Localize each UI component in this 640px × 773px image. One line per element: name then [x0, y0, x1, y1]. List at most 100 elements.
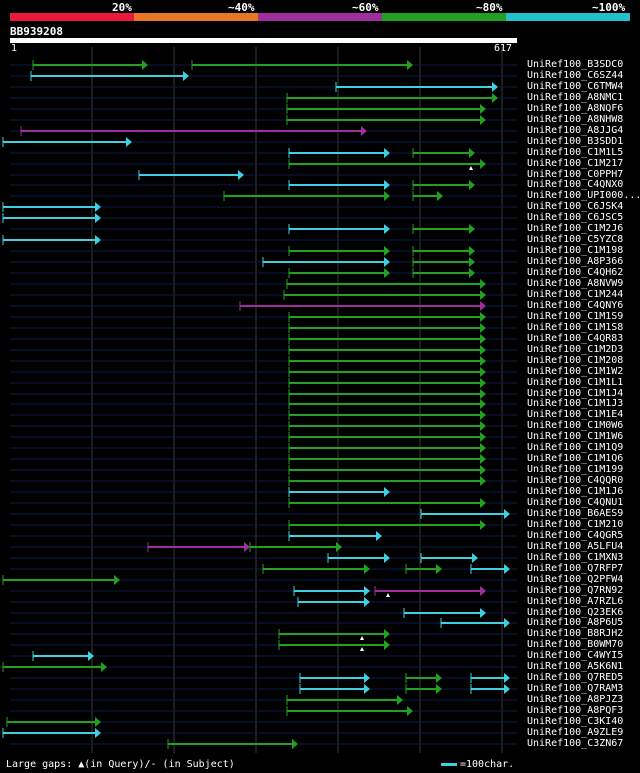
hsp-segment[interactable] [286, 695, 403, 705]
hsp-segment[interactable] [278, 629, 390, 639]
hsp-segment[interactable] [288, 410, 486, 420]
hit-label[interactable]: UniRef100_A8PJZ3 [527, 694, 624, 705]
hsp-segment[interactable] [249, 542, 342, 552]
hit-label[interactable]: UniRef100_C1M198 [527, 245, 624, 256]
hsp-segment[interactable] [2, 662, 107, 672]
hit-label[interactable]: UniRef100_C1M208 [527, 355, 624, 366]
hit-label[interactable]: UniRef100_A8NQF6 [527, 103, 624, 114]
hsp-segment[interactable] [335, 82, 498, 92]
hit-label[interactable]: UniRef100_A8PQF3 [527, 705, 624, 716]
hit-label[interactable]: UniRef100_C5YZC8 [527, 234, 624, 245]
hsp-segment[interactable] [288, 345, 486, 355]
hsp-segment[interactable] [2, 728, 101, 738]
hsp-segment[interactable] [286, 706, 413, 716]
hit-label[interactable]: UniRef100_A9ZLE9 [527, 727, 624, 738]
hit-label[interactable]: UniRef100_Q7RN92 [527, 585, 624, 596]
hit-label[interactable]: UniRef100_C4QNX0 [527, 179, 624, 190]
hit-label[interactable]: UniRef100_C1M1W6 [527, 431, 624, 442]
hsp-segment[interactable] [405, 684, 442, 694]
hit-label[interactable]: UniRef100_C1M2J6 [527, 223, 624, 234]
hit-label[interactable]: UniRef100_C1M2D3 [527, 344, 624, 355]
hit-label[interactable]: UniRef100_C1M1L1 [527, 377, 624, 388]
hit-label[interactable]: UniRef100_B3SDC0 [527, 59, 624, 70]
hsp-segment[interactable] [327, 553, 390, 563]
hit-label[interactable]: UniRef100_C0PPH7 [527, 169, 624, 180]
hit-label[interactable]: UniRef100_C4QH62 [527, 267, 624, 278]
hsp-segment[interactable] [288, 531, 382, 541]
hsp-segment[interactable] [262, 257, 390, 267]
hsp-segment[interactable] [288, 159, 486, 169]
hit-label[interactable]: UniRef100_A5LFU4 [527, 541, 624, 552]
hit-label[interactable]: UniRef100_C4QNU1 [527, 497, 624, 508]
hsp-segment[interactable] [405, 673, 442, 683]
hit-label[interactable]: UniRef100_C1M1Q9 [527, 442, 624, 453]
hsp-segment[interactable] [412, 224, 475, 234]
hit-label[interactable]: UniRef100_C4QNY6 [527, 300, 624, 311]
hsp-segment[interactable] [288, 356, 486, 366]
hsp-segment[interactable] [288, 432, 486, 442]
hsp-segment[interactable] [288, 246, 390, 256]
hit-label[interactable]: UniRef100_A8P6U5 [527, 617, 624, 628]
hsp-segment[interactable] [403, 608, 486, 618]
hsp-segment[interactable] [412, 268, 475, 278]
hsp-segment[interactable] [420, 553, 478, 563]
hit-label[interactable]: UniRef100_Q23EK6 [527, 607, 624, 618]
hit-label[interactable]: UniRef100_C3KI40 [527, 716, 624, 727]
hsp-segment[interactable] [288, 399, 486, 409]
hsp-segment[interactable] [286, 279, 486, 289]
hit-label[interactable]: UniRef100_Q7RAM3 [527, 683, 624, 694]
hit-label[interactable]: UniRef100_A8NMC1 [527, 92, 624, 103]
hit-label[interactable]: UniRef100_C4QGR5 [527, 530, 624, 541]
hsp-segment[interactable] [470, 564, 510, 574]
hit-label[interactable]: UniRef100_C6JSK4 [527, 201, 624, 212]
hsp-segment[interactable] [420, 509, 510, 519]
hit-label[interactable]: UniRef100_C1M1S8 [527, 322, 624, 333]
hsp-segment[interactable] [288, 334, 486, 344]
hit-label[interactable]: UniRef100_C6TMW4 [527, 81, 624, 92]
hit-label[interactable]: UniRef100_C4QR83 [527, 333, 624, 344]
hit-label[interactable]: UniRef100_C6SZ44 [527, 70, 624, 81]
hsp-segment[interactable] [2, 202, 101, 212]
hit-label[interactable]: UniRef100_Q7RED5 [527, 672, 624, 683]
hit-label[interactable]: UniRef100_A8NHW8 [527, 114, 624, 125]
hit-label[interactable]: UniRef100_C1M1Q6 [527, 453, 624, 464]
hsp-segment[interactable] [288, 323, 486, 333]
hit-label[interactable]: UniRef100_B6AES9 [527, 508, 624, 519]
hsp-segment[interactable] [288, 389, 486, 399]
hit-label[interactable]: UniRef100_C6JSC5 [527, 212, 624, 223]
hsp-segment[interactable] [374, 586, 486, 596]
hsp-segment[interactable] [288, 476, 486, 486]
hsp-segment[interactable] [239, 301, 486, 311]
hsp-segment[interactable] [440, 618, 510, 628]
hsp-segment[interactable] [6, 717, 101, 727]
hsp-segment[interactable] [20, 126, 367, 136]
hsp-segment[interactable] [2, 213, 101, 223]
hsp-segment[interactable] [293, 586, 370, 596]
hsp-segment[interactable] [288, 421, 486, 431]
hsp-segment[interactable] [299, 673, 370, 683]
hsp-segment[interactable] [278, 640, 390, 650]
hit-label[interactable]: UniRef100_C1M1L5 [527, 147, 624, 158]
hsp-segment[interactable] [412, 191, 443, 201]
hsp-segment[interactable] [2, 137, 132, 147]
hsp-segment[interactable] [288, 443, 486, 453]
hsp-segment[interactable] [288, 454, 486, 464]
hit-label[interactable]: UniRef100_A8NVW9 [527, 278, 624, 289]
hsp-segment[interactable] [288, 312, 486, 322]
hsp-segment[interactable] [191, 60, 413, 70]
hsp-segment[interactable] [412, 180, 475, 190]
hit-label[interactable]: UniRef100_C1MXN3 [527, 552, 624, 563]
hit-label[interactable]: UniRef100_A8P366 [527, 256, 624, 267]
hit-label[interactable]: UniRef100_C1M210 [527, 519, 624, 530]
hsp-segment[interactable] [412, 257, 475, 267]
hit-label[interactable]: UniRef100_C1M1J4 [527, 388, 624, 399]
hit-label[interactable]: UniRef100_C4WYI5 [527, 650, 624, 661]
hsp-segment[interactable] [147, 542, 250, 552]
hsp-segment[interactable] [138, 170, 244, 180]
hit-label[interactable]: UniRef100_B3SDD1 [527, 136, 624, 147]
hit-label[interactable]: UniRef100_UPI000... [527, 190, 640, 201]
hsp-segment[interactable] [288, 498, 486, 508]
hit-label[interactable]: UniRef100_C1M1W2 [527, 366, 624, 377]
hsp-segment[interactable] [262, 564, 370, 574]
hit-label[interactable]: UniRef100_A7RZL6 [527, 596, 624, 607]
